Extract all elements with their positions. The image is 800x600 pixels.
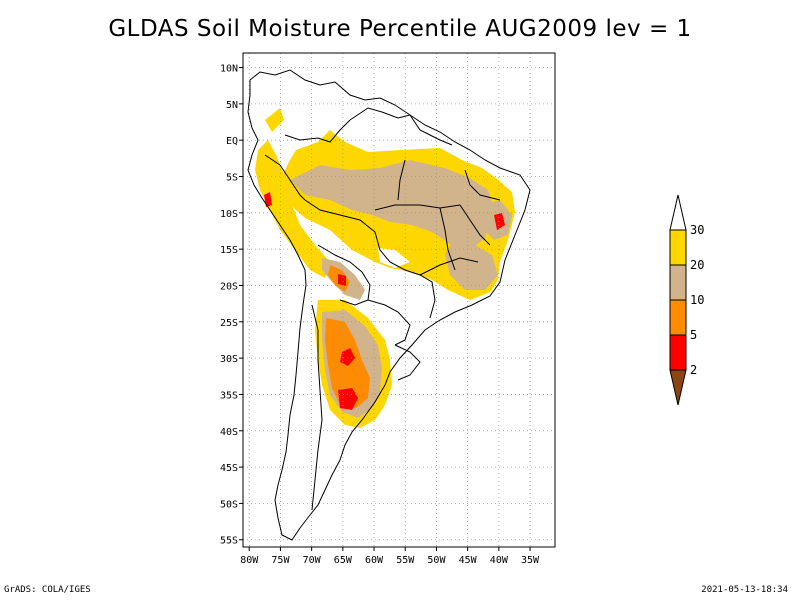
brazil-tan xyxy=(290,160,494,250)
continent-outline xyxy=(247,69,531,541)
brazil-states-1 xyxy=(374,204,461,211)
colorbar-label: 30 xyxy=(690,223,704,237)
brazil-west-border xyxy=(304,199,436,319)
lat-tick-label: 20S xyxy=(220,281,238,292)
lat-tick-label: 10S xyxy=(220,209,238,220)
lon-tick-label: 45W xyxy=(459,555,478,566)
lon-tick-label: 70W xyxy=(303,555,322,566)
venezuela-border xyxy=(349,107,411,121)
lon-tick-label: 65W xyxy=(334,555,353,566)
lat-tick-label: 45S xyxy=(220,463,238,474)
lon-tick-label: 40W xyxy=(490,555,509,566)
footer-credit: GrADS: COLA/IGES xyxy=(4,585,91,595)
lon-tick-label: 35W xyxy=(521,555,540,566)
colorbar-label: 2 xyxy=(690,363,697,377)
lat-tick-label: 40S xyxy=(220,427,238,438)
lat-tick-label: 5S xyxy=(226,173,238,184)
colorbar: 30 20 10 5 2 xyxy=(669,194,704,406)
brazil-states-5 xyxy=(397,159,406,201)
colorbar-top-arrow xyxy=(669,194,687,231)
lon-tick-label: 55W xyxy=(396,555,415,566)
map-frame xyxy=(242,52,556,548)
guianas-border xyxy=(409,114,453,146)
colorbar-segment xyxy=(669,299,687,336)
coastline xyxy=(247,69,531,541)
lat-tick-label: 10N xyxy=(220,64,238,75)
argentina-chile-border xyxy=(311,304,323,511)
lon-tick-label: 60W xyxy=(365,555,384,566)
colorbar-segment xyxy=(669,229,687,266)
bolivia-red xyxy=(338,274,346,286)
colorbar-bottom-arrow xyxy=(669,369,687,406)
east-brazil-tan xyxy=(445,235,498,290)
colorbar-segment xyxy=(669,264,687,301)
map-title: GLDAS Soil Moisture Percentile AUG2009 l… xyxy=(108,16,692,42)
lat-tick-label: 50S xyxy=(220,499,238,510)
lat-tick-label: 35S xyxy=(220,390,238,401)
brazil-states-4 xyxy=(419,257,479,276)
lat-tick-label: 15S xyxy=(220,245,238,256)
gridlines xyxy=(243,53,555,547)
brazil-states-6 xyxy=(464,169,501,201)
paraguay-border xyxy=(367,299,411,346)
lon-axis-labels: 80W 75W 70W 65W 60W 55W 50W 45W 40W 35W xyxy=(240,547,540,566)
ne-brazil-red xyxy=(494,213,505,230)
lat-tick-label: 55S xyxy=(220,536,238,547)
brazil-states-3 xyxy=(459,204,491,246)
colorbar-segment xyxy=(669,334,687,371)
colorbar-label: 20 xyxy=(690,258,704,272)
lat-tick-label: 25S xyxy=(220,318,238,329)
argentina-red-mid xyxy=(340,348,355,366)
bolivia-border xyxy=(317,244,371,306)
colombia-border xyxy=(284,119,351,143)
lat-tick-label: 5N xyxy=(226,100,238,111)
lat-tick-label: 30S xyxy=(220,354,238,365)
peru-yellow xyxy=(255,140,330,278)
lon-tick-label: 50W xyxy=(427,555,446,566)
lon-tick-label: 80W xyxy=(240,555,259,566)
uruguay-border xyxy=(394,344,421,381)
lat-axis-labels: 10N 5N EQ 5S 10S 15S 20S 25S 30S 35S 40S 45S 50S 55S xyxy=(220,64,243,547)
lat-tick-label: EQ xyxy=(226,136,238,147)
brazil-states-2 xyxy=(439,207,456,271)
peru-border xyxy=(264,154,306,201)
interior-white-gap xyxy=(378,248,410,268)
colorbar-label: 5 xyxy=(690,328,697,342)
lon-tick-label: 75W xyxy=(271,555,290,566)
shaded-regions xyxy=(255,108,515,428)
footer-timestamp: 2021-05-13-18:34 xyxy=(701,585,788,595)
colorbar-label: 10 xyxy=(690,293,704,307)
colombia-yellow xyxy=(265,108,284,132)
